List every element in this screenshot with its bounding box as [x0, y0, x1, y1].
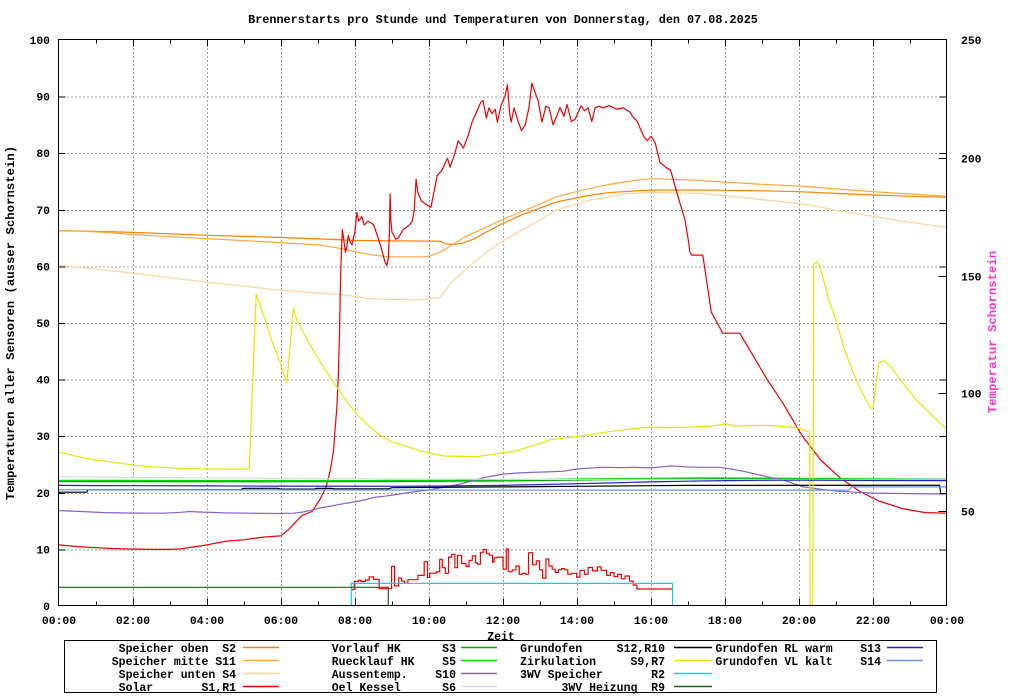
svg-text:100: 100: [29, 36, 50, 48]
svg-text:16:00: 16:00: [634, 616, 668, 628]
svg-text:08:00: 08:00: [338, 616, 372, 628]
svg-text:50: 50: [36, 319, 50, 331]
svg-text:Grundofen S12,R10: Grundofen S12,R10: [520, 643, 665, 656]
svg-text:30: 30: [36, 432, 50, 444]
svg-text:06:00: 06:00: [264, 616, 298, 628]
svg-text:Solar S1,R1: Solar S1,R1: [119, 682, 236, 695]
svg-text:100: 100: [961, 390, 982, 402]
svg-text:Grundofen RL warm S13: Grundofen RL warm S13: [715, 643, 881, 656]
svg-text:Brennerstarts pro Stunde und T: Brennerstarts pro Stunde und Temperature…: [248, 13, 758, 27]
svg-text:Zirkulation S9,R7: Zirkulation S9,R7: [520, 656, 665, 669]
svg-text:Aussentemp. S10: Aussentemp. S10: [332, 669, 456, 682]
svg-text:04:00: 04:00: [190, 616, 224, 628]
svg-text:150: 150: [961, 273, 982, 285]
svg-text:50: 50: [961, 508, 975, 520]
svg-text:Temperatur Schornstein: Temperatur Schornstein: [986, 251, 1000, 413]
svg-text:18:00: 18:00: [708, 616, 742, 628]
svg-text:Speicher unten S4: Speicher unten S4: [119, 669, 236, 682]
svg-text:Oel Kessel S6: Oel Kessel S6: [332, 682, 456, 695]
svg-text:Speicher oben S2: Speicher oben S2: [119, 643, 236, 656]
svg-text:20: 20: [36, 489, 50, 501]
svg-text:90: 90: [36, 93, 50, 105]
svg-text:12:00: 12:00: [486, 616, 520, 628]
svg-text:60: 60: [36, 262, 50, 274]
svg-text:0: 0: [43, 602, 50, 614]
svg-text:Grundofen VL kalt S14: Grundofen VL kalt S14: [715, 656, 881, 669]
svg-text:02:00: 02:00: [116, 616, 150, 628]
svg-text:Temperaturen aller Sensoren (a: Temperaturen aller Sensoren (ausser Scho…: [4, 146, 18, 500]
svg-text:20:00: 20:00: [782, 616, 816, 628]
svg-text:80: 80: [36, 149, 50, 161]
svg-text:70: 70: [36, 206, 50, 218]
svg-text:00:00: 00:00: [42, 616, 76, 628]
svg-text:Speicher mitte S11: Speicher mitte S11: [112, 656, 236, 669]
svg-text:40: 40: [36, 376, 50, 388]
svg-text:10: 10: [36, 545, 50, 557]
svg-text:250: 250: [961, 36, 982, 48]
svg-text:10:00: 10:00: [412, 616, 446, 628]
svg-text:3WV Speicher R2: 3WV Speicher R2: [520, 669, 665, 682]
svg-text:00:00: 00:00: [930, 616, 964, 628]
svg-text:200: 200: [961, 155, 982, 167]
svg-text:3WV Heizung R9: 3WV Heizung R9: [561, 682, 665, 695]
svg-text:Ruecklauf HK S5: Ruecklauf HK S5: [332, 656, 456, 669]
svg-text:22:00: 22:00: [856, 616, 890, 628]
svg-text:14:00: 14:00: [560, 616, 594, 628]
svg-text:Vorlauf HK S3: Vorlauf HK S3: [332, 643, 456, 656]
